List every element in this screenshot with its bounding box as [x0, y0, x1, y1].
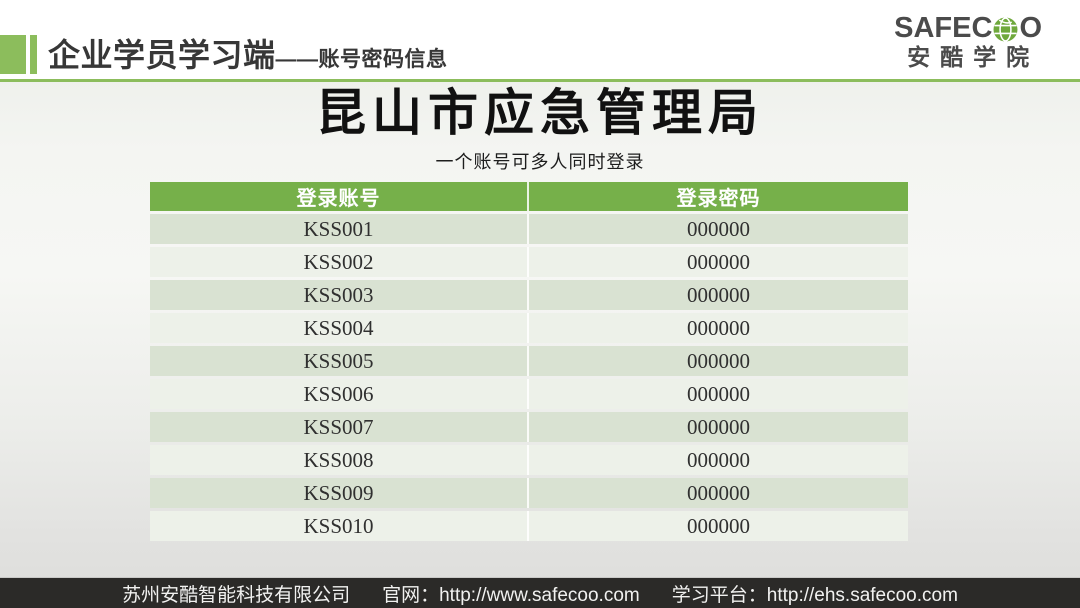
- table-row: KSS008 000000: [150, 445, 908, 475]
- accent-bar-large: [0, 35, 26, 74]
- table-row: KSS004 000000: [150, 313, 908, 343]
- footer-website: 官网：http://www.safecoo.com: [382, 584, 640, 606]
- accounts-table: 登录账号 登录密码 KSS001 000000 KSS002 000000 KSS0…: [150, 179, 908, 544]
- table-row: KSS003 000000: [150, 280, 908, 310]
- password-cell: 000000: [529, 313, 908, 343]
- password-cell: 000000: [529, 511, 908, 541]
- header-title: 企业学员学习端 ——账号密码信息: [48, 30, 448, 76]
- password-cell: 000000: [529, 247, 908, 277]
- page-subtitle: 一个账号可多人同时登录: [435, 152, 645, 172]
- account-cell: KSS006: [150, 379, 529, 409]
- password-cell: 000000: [529, 346, 908, 376]
- account-cell: KSS009: [150, 478, 529, 508]
- password-cell: 000000: [529, 379, 908, 409]
- account-cell: KSS001: [150, 214, 529, 244]
- column-header-account: 登录账号: [150, 182, 529, 211]
- table-row: KSS007 000000: [150, 412, 908, 442]
- account-cell: KSS007: [150, 412, 529, 442]
- account-cell: KSS003: [150, 280, 529, 310]
- table-row: KSS010 000000: [150, 511, 908, 541]
- account-cell: KSS002: [150, 247, 529, 277]
- account-cell: KSS010: [150, 511, 529, 541]
- password-cell: 000000: [529, 214, 908, 244]
- logo-brand: SAFEC O: [894, 13, 1042, 43]
- account-cell: KSS004: [150, 313, 529, 343]
- header-band: [0, 0, 1080, 79]
- table-row: KSS005 000000: [150, 346, 908, 376]
- password-cell: 000000: [529, 412, 908, 442]
- account-cell: KSS008: [150, 445, 529, 475]
- password-cell: 000000: [529, 478, 908, 508]
- table-row: KSS009 000000: [150, 478, 908, 508]
- header-underline: [0, 79, 1080, 82]
- page-title: 昆山市应急管理局: [316, 85, 764, 141]
- globe-icon: [993, 16, 1018, 42]
- header-title-sub: ——账号密码信息: [275, 48, 448, 71]
- header-title-main: 企业学员学习端: [48, 37, 276, 73]
- footer-company: 苏州安酷智能科技有限公司: [122, 584, 351, 606]
- logo-brand-post: O: [1019, 12, 1042, 44]
- account-cell: KSS005: [150, 346, 529, 376]
- table-header-row: 登录账号 登录密码: [150, 182, 908, 211]
- logo-brand-cn: 安酷学院: [907, 44, 1040, 70]
- table-row: KSS002 000000: [150, 247, 908, 277]
- logo-brand-pre: SAFEC: [894, 12, 993, 44]
- accent-bar-small: [30, 35, 37, 74]
- password-cell: 000000: [529, 280, 908, 310]
- password-cell: 000000: [529, 445, 908, 475]
- table-row: KSS001 000000: [150, 214, 908, 244]
- table-row: KSS006 000000: [150, 379, 908, 409]
- footer-bar: 苏州安酷智能科技有限公司 官网：http://www.safecoo.com 学…: [0, 577, 1080, 608]
- column-header-password: 登录密码: [529, 182, 908, 211]
- footer-platform: 学习平台：http://ehs.safecoo.com: [671, 584, 958, 606]
- logo: SAFEC O 安酷学院: [894, 13, 1042, 69]
